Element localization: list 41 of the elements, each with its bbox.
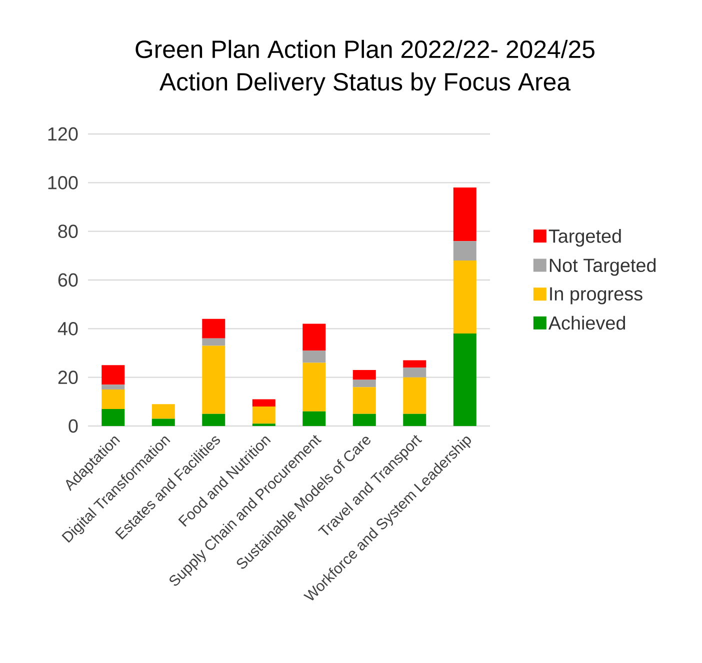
bar — [202, 346, 226, 414]
bar — [152, 404, 175, 419]
bar — [252, 399, 276, 407]
bar — [202, 318, 226, 338]
legend-label: Targeted — [548, 228, 621, 247]
bar — [453, 188, 476, 242]
bar — [453, 334, 476, 426]
bar — [403, 360, 426, 368]
bar — [403, 377, 426, 414]
y-tick-label: 60 — [58, 273, 78, 287]
legend-label: In progress — [550, 287, 642, 304]
bar — [453, 260, 476, 334]
bar — [102, 384, 125, 390]
chart-subtitle: Action Delivery Status by Focus Area — [159, 72, 571, 96]
bar — [302, 324, 326, 351]
y-tick-label: 120 — [48, 127, 78, 141]
y-tick-label: 40 — [58, 322, 78, 336]
legend-label: Achieved — [548, 316, 626, 330]
y-tick-label: 100 — [48, 176, 78, 190]
bar — [152, 418, 175, 426]
bar — [252, 406, 276, 424]
bar — [302, 350, 326, 363]
bar — [202, 414, 226, 426]
bar — [403, 368, 426, 378]
bar — [352, 370, 376, 380]
bar — [352, 387, 376, 414]
bar — [403, 414, 426, 426]
bar — [453, 241, 476, 261]
bar — [202, 338, 226, 346]
y-tick-label: 20 — [58, 370, 78, 384]
chart-title: Green Plan Action Plan 2022/22- 2024/25 — [136, 40, 594, 58]
bar — [352, 380, 376, 388]
bar — [102, 408, 125, 426]
y-tick-label: 0 — [68, 419, 78, 433]
bar — [102, 365, 125, 385]
bar — [352, 414, 376, 426]
bar — [102, 390, 125, 409]
y-tick-label: 80 — [58, 224, 78, 238]
bar — [302, 411, 326, 426]
bar — [302, 362, 326, 412]
legend-label: Not Targeted — [550, 258, 656, 276]
